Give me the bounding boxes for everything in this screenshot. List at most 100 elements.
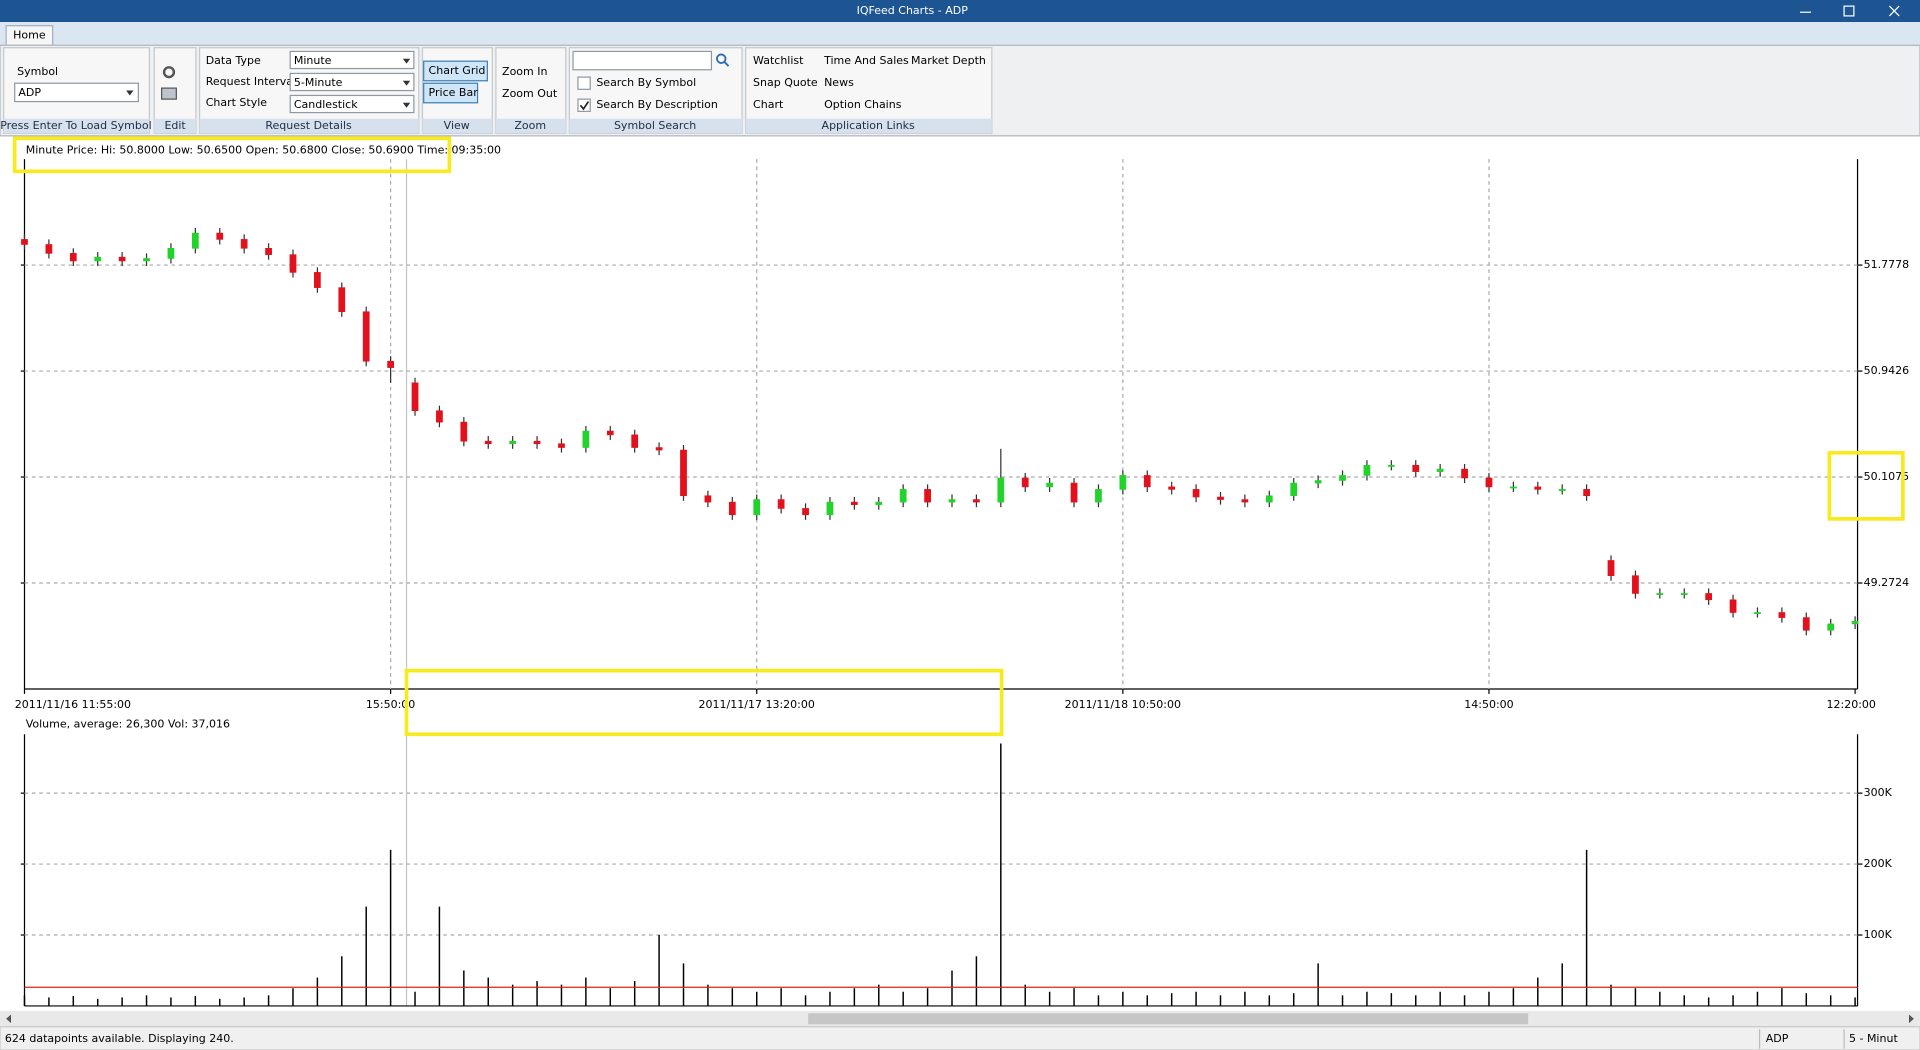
checkbox[interactable] [577,76,591,90]
combo[interactable] [289,72,415,92]
chart-grid-button[interactable] [423,60,488,82]
candle-body [1827,623,1835,631]
candle-body [362,311,370,362]
candle-body [728,501,736,516]
volume-bar [682,963,685,1006]
candle-body [1632,575,1639,594]
candle-body [338,287,346,313]
candle-body [973,499,980,503]
search-icon[interactable] [723,61,730,67]
app-link[interactable]: Watchlist [753,54,804,67]
scroll-thumb[interactable] [808,1013,1529,1025]
search-icon[interactable] [716,53,727,64]
volume-bar [1244,991,1246,1006]
volume-bar [243,997,245,1006]
volume-bar [1488,991,1490,1006]
volume-bar [536,981,538,1006]
price-bar-button[interactable] [423,82,479,104]
volume-bar [878,984,880,1006]
candle-body [997,477,1005,503]
group-label-bar [422,118,493,134]
candle-body [655,447,663,451]
app-link[interactable]: Chart [753,98,784,111]
volume-bar [414,991,416,1006]
candle-body [631,434,639,448]
candle-body [875,501,883,505]
tab-strip [0,22,1920,46]
zoom-in[interactable]: Zoom In [502,65,547,78]
group-label-bar [199,118,419,134]
candle-body [1680,593,1688,595]
zoom-out[interactable]: Zoom Out [502,87,558,100]
combo[interactable] [289,50,415,70]
checkmark [579,101,590,111]
candle-body [948,499,956,503]
field-label: Request Interval [206,75,296,88]
candle-body [1412,464,1420,472]
window-title: IQFeed Charts - ADP [857,4,969,17]
close-button[interactable] [1888,5,1900,17]
volume-bar [1048,991,1051,1006]
candle-body [606,430,614,436]
candle-body [704,495,712,503]
volume-bar [560,984,563,1006]
volume-bar [1805,993,1808,1006]
volume-bar [951,970,953,1006]
group-label: Request Details [265,119,352,132]
candle-body [1729,599,1737,613]
volume-bar [463,970,465,1006]
restore-button[interactable] [1843,5,1855,17]
volume-bar [194,996,197,1006]
combo-value[interactable]: 5-Minute [294,76,343,89]
symbol-combo[interactable] [14,82,139,103]
volume-bar [96,998,99,1006]
candle-body [1314,480,1322,484]
y-tick-label: 51.7778 [1864,258,1910,271]
candle-body [826,501,834,516]
group-label: Edit [164,119,186,132]
app-link[interactable]: Time And Sales [823,54,909,67]
highlight-box [404,668,1004,737]
y-tick-label: 50.1075 [1864,470,1910,483]
app-link[interactable]: Snap Quote [753,76,818,89]
group-label-bar [495,118,566,134]
combo-value[interactable]: Minute [294,54,332,67]
volume-bar [1170,993,1173,1006]
x-tick-label: 14:50:00 [1464,698,1513,711]
search-input[interactable] [572,50,713,71]
volume-bar [365,906,367,1006]
status-message: 624 datapoints available. Displaying 240… [5,1032,234,1045]
button-label[interactable]: Price Bar [429,86,479,99]
volume-bar [292,988,294,1006]
app-link[interactable]: Market Depth [911,54,986,67]
volume-bar [1707,997,1710,1006]
app-link[interactable]: Option Chains [824,98,902,111]
volume-bar [1341,995,1344,1006]
button-label[interactable]: Chart Grid [429,64,486,77]
candle-body [1558,489,1566,491]
tab-label[interactable]: Home [13,28,46,41]
symbol-value[interactable]: ADP [18,86,41,99]
volume-bar [975,956,978,1006]
app-link[interactable]: News [824,76,854,89]
volume-bar [316,977,319,1006]
volume-bar [1097,995,1100,1006]
candle-body [924,489,931,503]
settings-icon[interactable] [162,66,176,79]
volume-bar [511,984,514,1006]
checkbox-label[interactable]: Search By Symbol [596,76,696,89]
combo-value[interactable]: Candlestick [294,98,358,111]
checkbox-label[interactable]: Search By Description [596,98,718,111]
candle-body [1168,486,1176,490]
volume-bar [1463,995,1466,1006]
candle-body [387,360,394,368]
print-icon[interactable] [161,87,177,100]
candle-body [1510,486,1517,489]
candle-body [216,232,224,240]
candle-body [411,382,419,412]
candle-body [118,256,126,262]
candle-body [899,489,907,503]
group-label: Application Links [822,119,916,132]
combo[interactable] [289,94,415,114]
